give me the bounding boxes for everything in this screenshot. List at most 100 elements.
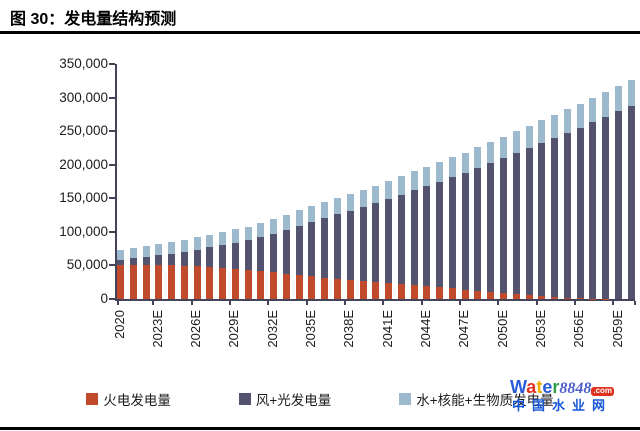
bar-segment-2051-s0 (512, 294, 520, 299)
bar-segment-2048-s2 (474, 147, 482, 169)
bar-segment-2024-s1 (168, 253, 176, 266)
bar-2032 (270, 219, 278, 299)
bar-segment-2031-s1 (257, 237, 265, 272)
y-axis-label: 150,000 (59, 190, 108, 206)
x-axis-label-2032E: 2032E (264, 310, 280, 348)
bar-segment-2035-s0 (308, 276, 316, 299)
bar-2020 (117, 250, 124, 299)
bar-segment-2031-s0 (257, 271, 265, 299)
x-axis-label-2023E: 2023E (149, 310, 165, 348)
bar-segment-2042-s0 (397, 283, 405, 299)
bar-segment-2023-s0 (155, 264, 163, 299)
bar-2029 (231, 229, 239, 299)
bar-2056 (576, 103, 584, 299)
legend-item-hydro-nuclear-bio: 水+核能+生物质发电量 (399, 389, 554, 409)
bar-segment-2060-s1 (627, 105, 635, 299)
bar-segment-2021-s1 (129, 258, 137, 266)
wind-solar-swatch-icon (238, 393, 251, 405)
hydro-nuclear-bio-swatch-icon (399, 393, 412, 405)
y-axis-label: 300,000 (59, 89, 108, 105)
bar-segment-2042-s2 (397, 176, 405, 195)
bar-2051 (512, 131, 520, 299)
watermark-brand: Water8848 .com (486, 377, 638, 398)
y-axis-label: 200,000 (59, 156, 108, 172)
watermark-tld: .com (591, 386, 615, 396)
watermark-brand-letters: Water (510, 377, 559, 397)
bar-2040 (372, 185, 380, 299)
x-axis-label-2056E: 2056E (571, 310, 587, 348)
x-axis-tick (535, 301, 538, 305)
bar-segment-2041-s2 (385, 180, 393, 200)
bar-segment-2058-s2 (602, 92, 610, 117)
bar-segment-2030-s2 (244, 226, 252, 241)
bar-2043 (410, 171, 418, 299)
bar-segment-2049-s0 (487, 292, 495, 299)
bar-segment-2021-s0 (129, 265, 137, 299)
bar-segment-2026-s0 (193, 266, 201, 299)
x-axis-label-2044E: 2044E (418, 310, 434, 348)
bar-segment-2027-s2 (206, 234, 214, 248)
bar-segment-2045-s0 (436, 286, 444, 299)
bar-2034 (295, 210, 303, 299)
bar-segment-2055-s1 (563, 132, 571, 298)
bars-container (117, 64, 635, 299)
bar-segment-2056-s0 (576, 298, 584, 299)
bar-segment-2045-s2 (436, 162, 444, 182)
x-axis-tick (573, 301, 576, 305)
bar-segment-2057-s1 (589, 121, 597, 299)
bar-segment-2032-s2 (270, 219, 278, 234)
bar-segment-2053-s2 (538, 120, 546, 144)
bar-segment-2025-s2 (180, 239, 188, 252)
bar-segment-2056-s1 (576, 127, 584, 299)
legend-label-wind-solar: 风+光发电量 (255, 393, 332, 408)
watermark: Water8848 .com 中国水业网 (486, 377, 638, 413)
bar-2060 (627, 80, 635, 299)
watermark-sitename: 中国水业网 (511, 397, 612, 413)
bar-segment-2043-s0 (410, 284, 418, 299)
bar-segment-2042-s1 (397, 194, 405, 284)
bar-2059 (614, 86, 622, 299)
bar-segment-2040-s0 (372, 281, 380, 299)
x-axis-label-2059E: 2059E (609, 310, 625, 348)
bar-2055 (563, 109, 571, 299)
bar-segment-2020-s0 (117, 265, 124, 299)
bar-segment-2047-s1 (461, 173, 469, 290)
bar-segment-2050-s2 (499, 136, 507, 159)
bar-2022 (142, 245, 150, 299)
bar-2027 (206, 234, 214, 299)
bar-segment-2051-s2 (512, 131, 520, 154)
y-axis-label: 100,000 (59, 223, 108, 239)
bar-segment-2051-s1 (512, 153, 520, 295)
bar-segment-2058-s1 (602, 117, 610, 299)
x-axis-label-2026E: 2026E (188, 310, 204, 348)
plot-area (109, 63, 636, 305)
bar-segment-2046-s1 (448, 177, 456, 289)
bar-segment-2033-s1 (282, 230, 290, 274)
bar-segment-2040-s2 (372, 185, 380, 204)
bar-segment-2037-s2 (334, 197, 342, 215)
legend: 火电发电量 风+光发电量 水+核能+生物质发电量 (0, 389, 640, 409)
watermark-letter: W (509, 377, 527, 397)
bar-2038 (346, 193, 354, 299)
bar-segment-2055-s0 (563, 298, 571, 299)
bar-2039 (359, 189, 367, 299)
bar-segment-2030-s1 (244, 240, 252, 271)
bar-2049 (487, 141, 495, 299)
bar-segment-2047-s0 (461, 289, 469, 299)
bar-2057 (589, 97, 597, 299)
bar-segment-2022-s2 (142, 245, 150, 257)
bar-2042 (397, 176, 405, 299)
figure-title: 图 30：发电量结构预测 (10, 11, 177, 28)
bar-segment-2050-s0 (499, 293, 507, 299)
y-axis-tick (109, 230, 115, 233)
bar-2058 (602, 92, 610, 299)
title-divider (0, 31, 640, 34)
bar-segment-2041-s0 (385, 282, 393, 299)
x-axis-tick (458, 301, 461, 305)
bar-segment-2052-s0 (525, 295, 533, 299)
bar-segment-2043-s1 (410, 190, 418, 285)
watermark-letter: e (542, 377, 553, 397)
bar-segment-2023-s1 (155, 255, 163, 265)
bar-segment-2036-s0 (321, 277, 329, 299)
thermal-swatch-icon (86, 393, 99, 405)
